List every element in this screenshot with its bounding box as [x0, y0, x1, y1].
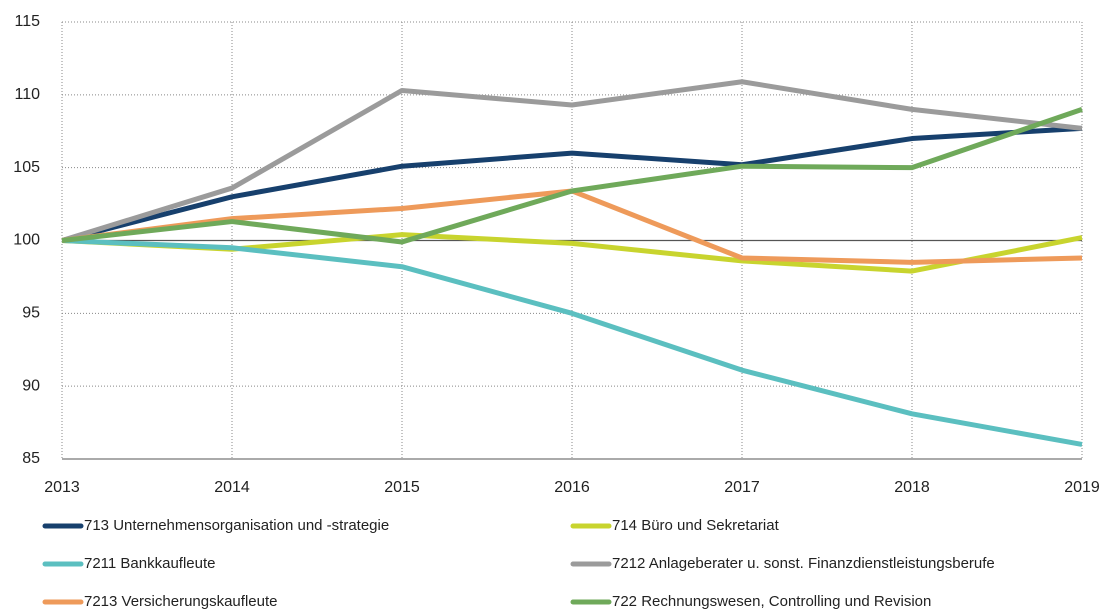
legend-label: 714 Büro und Sekretariat [612, 517, 780, 534]
x-tick-label: 2017 [724, 479, 760, 496]
x-tick-label: 2013 [44, 479, 80, 496]
y-tick-label: 115 [14, 13, 40, 30]
legend-label: 7211 Bankkaufleute [84, 555, 216, 572]
y-tick-label: 85 [22, 450, 40, 467]
legend-label: 7213 Versicherungskaufleute [84, 593, 277, 610]
y-tick-label: 90 [22, 377, 40, 394]
series-line [61, 238, 1083, 447]
series-line [61, 79, 1083, 243]
series-line [61, 125, 1083, 243]
y-tick-label: 105 [13, 159, 40, 176]
x-tick-label: 2014 [214, 479, 250, 496]
y-tick-label: 95 [22, 305, 40, 322]
y-tick-label: 110 [14, 86, 40, 103]
y-tick-label: 100 [13, 232, 40, 249]
x-tick-label: 2016 [554, 479, 590, 496]
x-tick-label: 2019 [1064, 479, 1100, 496]
legend-label: 722 Rechnungswesen, Controlling und Revi… [612, 593, 931, 610]
legend-label: 7212 Anlageberater u. sonst. Finanzdiens… [612, 555, 995, 572]
x-tick-label: 2015 [384, 479, 420, 496]
series-line [61, 107, 1083, 245]
legend-label: 713 Unternehmensorganisation und -strate… [84, 517, 389, 534]
x-tick-label: 2018 [894, 479, 930, 496]
